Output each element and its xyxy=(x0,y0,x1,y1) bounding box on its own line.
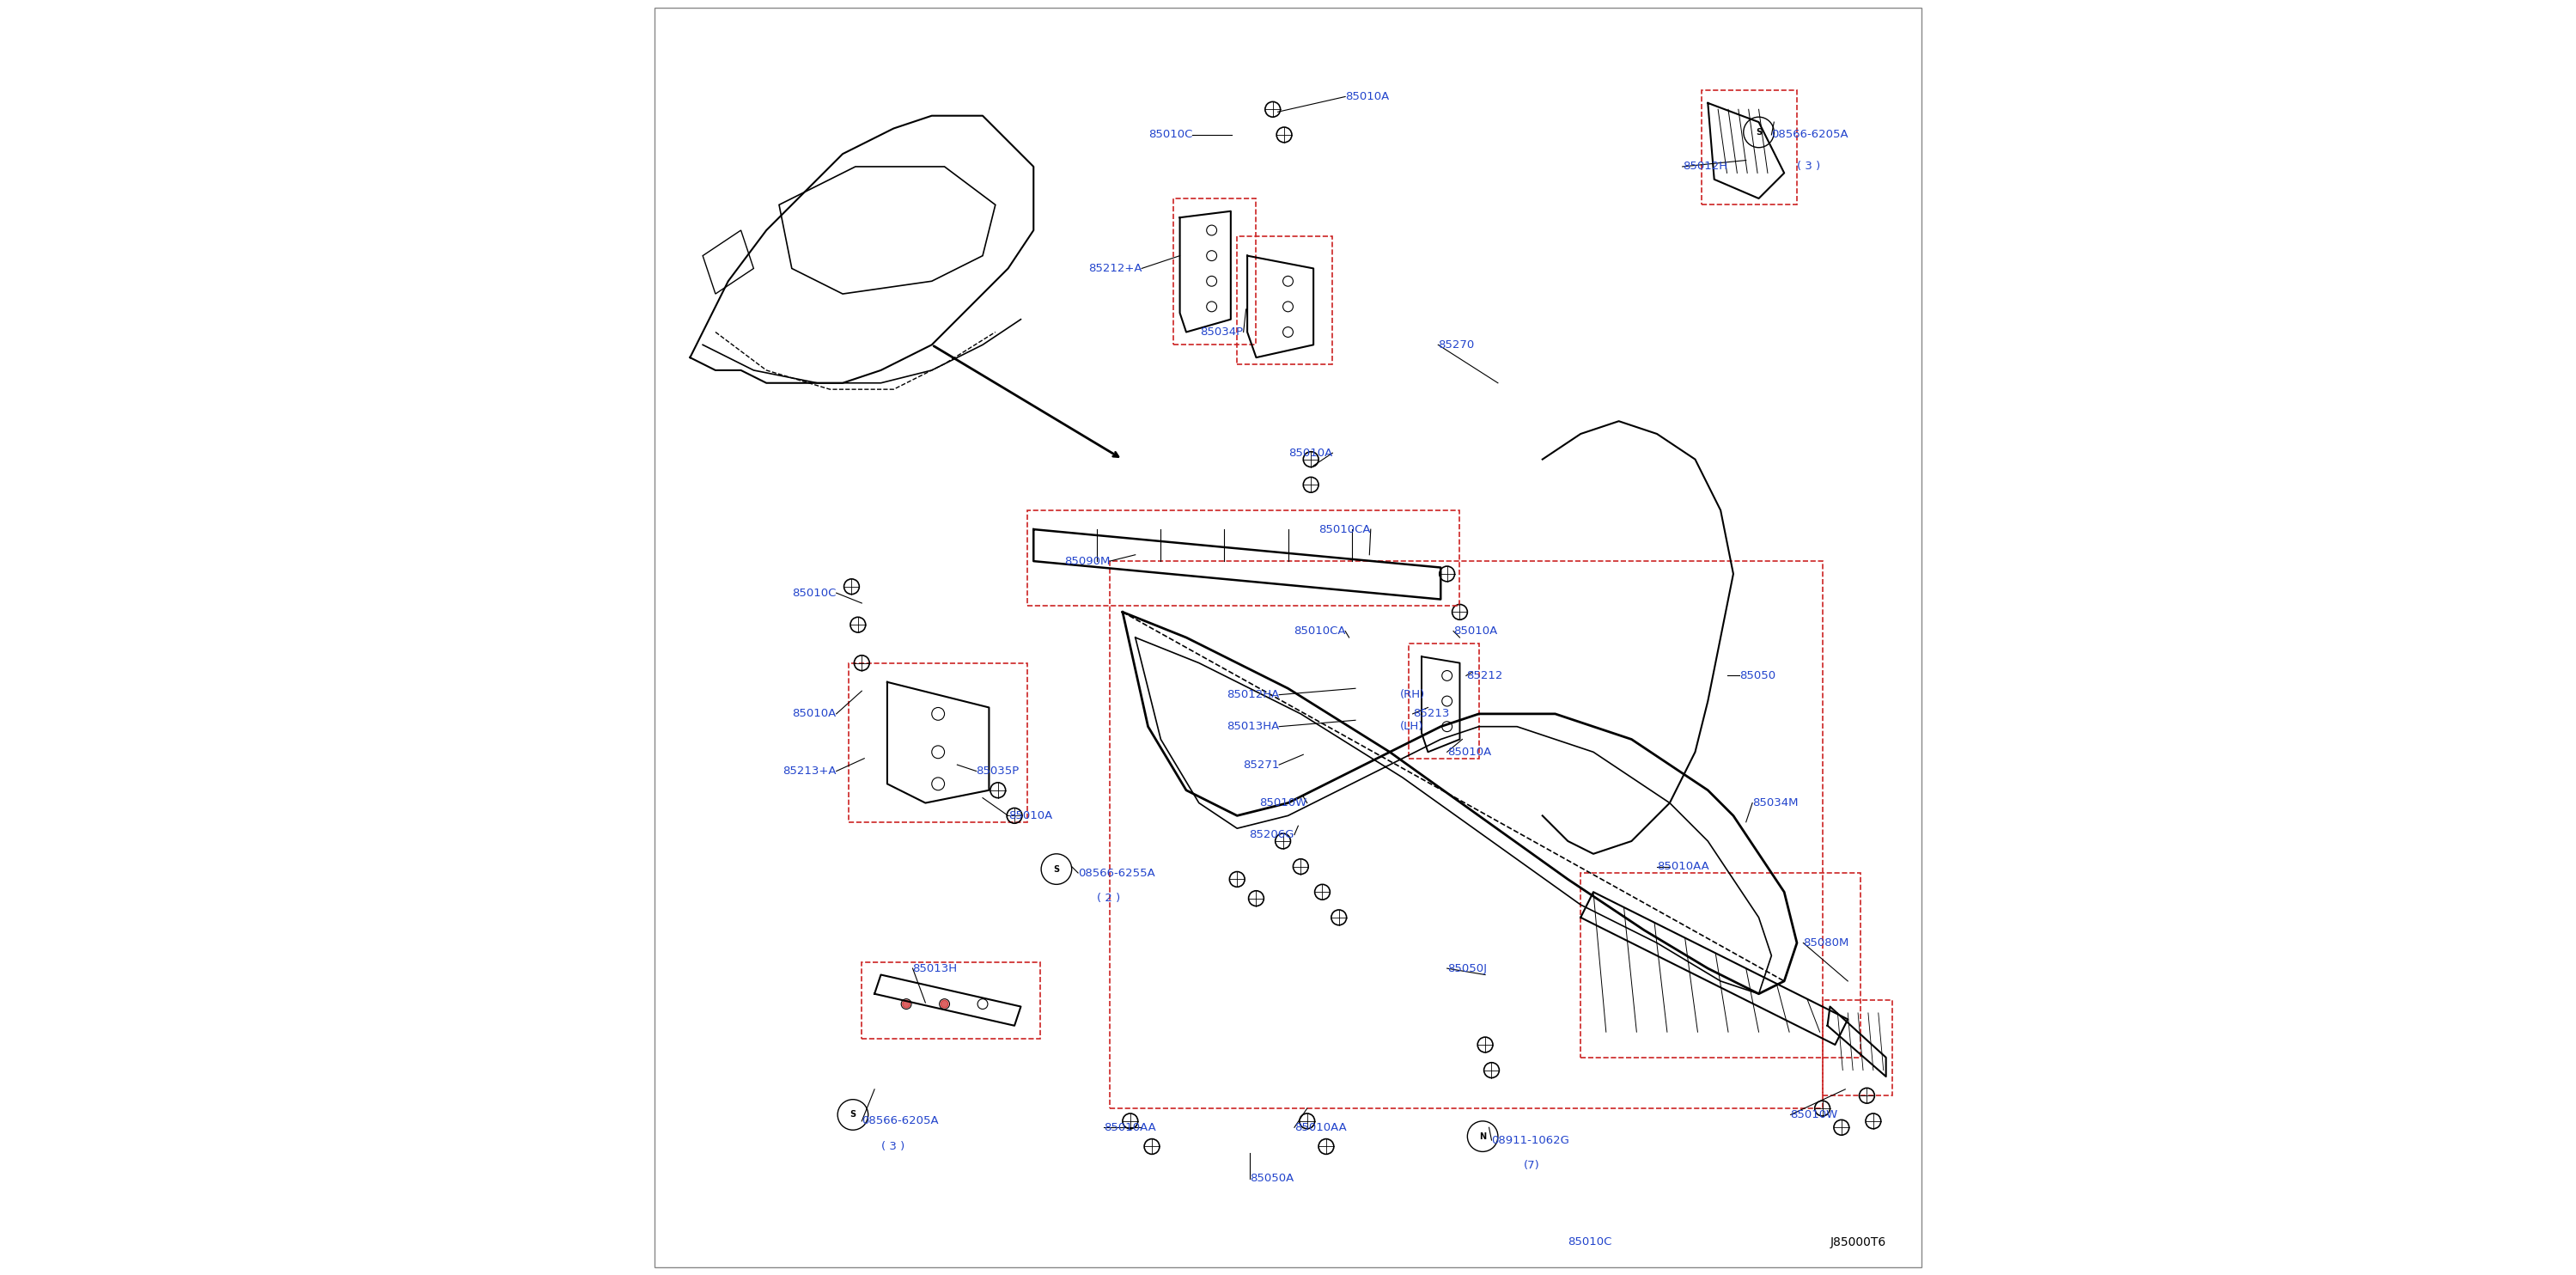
Bar xyxy=(1110,561,1821,1108)
Text: 85010AA: 85010AA xyxy=(1103,1122,1157,1133)
Text: 85050A: 85050A xyxy=(1249,1173,1293,1184)
Text: 85010C: 85010C xyxy=(793,588,837,598)
Text: 08566-6255A: 08566-6255A xyxy=(1079,867,1154,878)
Bar xyxy=(863,963,1041,1038)
Text: ( 2 ): ( 2 ) xyxy=(1097,892,1121,904)
Text: 85010A: 85010A xyxy=(1007,810,1051,821)
Text: 85010AA: 85010AA xyxy=(1656,861,1708,872)
Text: 85050: 85050 xyxy=(1739,671,1775,681)
Text: 85010A: 85010A xyxy=(1448,746,1492,757)
Text: 85050J: 85050J xyxy=(1448,963,1486,974)
Text: 85010CA: 85010CA xyxy=(1293,626,1345,636)
Text: ( 3 ): ( 3 ) xyxy=(881,1141,904,1153)
Text: 08566-6205A: 08566-6205A xyxy=(863,1116,938,1127)
Text: 85270: 85270 xyxy=(1437,339,1473,351)
Text: 85010CA: 85010CA xyxy=(1319,524,1370,536)
Text: S: S xyxy=(1757,128,1762,136)
Text: (7): (7) xyxy=(1522,1160,1540,1172)
Bar xyxy=(1028,510,1461,606)
Text: 85034M: 85034M xyxy=(1752,797,1798,808)
Text: ( 3 ): ( 3 ) xyxy=(1798,161,1821,172)
Text: 85010A: 85010A xyxy=(1453,626,1497,636)
Text: 85212: 85212 xyxy=(1466,671,1502,681)
Bar xyxy=(850,663,1028,822)
Bar xyxy=(1582,873,1860,1057)
Text: S: S xyxy=(1054,864,1059,873)
Circle shape xyxy=(940,1000,948,1007)
Text: 85010W: 85010W xyxy=(1260,797,1306,808)
Text: 85010A: 85010A xyxy=(793,709,837,719)
Text: 85013HA: 85013HA xyxy=(1226,720,1280,732)
Text: 85010C: 85010C xyxy=(1569,1237,1613,1247)
Text: (RH): (RH) xyxy=(1399,690,1425,700)
Text: J85000T6: J85000T6 xyxy=(1829,1237,1886,1248)
Text: 85035P: 85035P xyxy=(976,765,1020,776)
Bar xyxy=(1236,237,1332,363)
Text: 85010W: 85010W xyxy=(1790,1109,1839,1121)
Text: 85010AA: 85010AA xyxy=(1293,1122,1347,1133)
Text: 08911-1062G: 08911-1062G xyxy=(1492,1135,1569,1146)
Text: 85090M: 85090M xyxy=(1064,556,1110,566)
Text: 85271: 85271 xyxy=(1242,759,1280,770)
Text: 85010A: 85010A xyxy=(1288,448,1332,459)
Bar xyxy=(1409,644,1479,759)
Bar xyxy=(1821,1000,1893,1095)
Bar xyxy=(1175,199,1257,344)
Text: 85206G: 85206G xyxy=(1249,829,1293,840)
Circle shape xyxy=(902,1000,909,1007)
Text: 08566-6205A: 08566-6205A xyxy=(1772,129,1850,140)
Text: 85034P: 85034P xyxy=(1200,326,1244,338)
Bar xyxy=(1703,91,1798,205)
Text: 85213: 85213 xyxy=(1412,709,1450,719)
Text: S: S xyxy=(850,1111,855,1119)
Text: 85012H: 85012H xyxy=(1682,161,1726,172)
Text: 85212+A: 85212+A xyxy=(1087,263,1141,274)
Text: 85010A: 85010A xyxy=(1345,91,1388,102)
Text: 85213+A: 85213+A xyxy=(783,765,837,776)
Text: 85080M: 85080M xyxy=(1803,937,1850,949)
Text: 85013H: 85013H xyxy=(912,963,958,974)
Text: 85010C: 85010C xyxy=(1149,129,1193,140)
Text: 85012HA: 85012HA xyxy=(1226,690,1280,700)
Text: (LH): (LH) xyxy=(1399,720,1425,732)
Text: N: N xyxy=(1479,1132,1486,1141)
